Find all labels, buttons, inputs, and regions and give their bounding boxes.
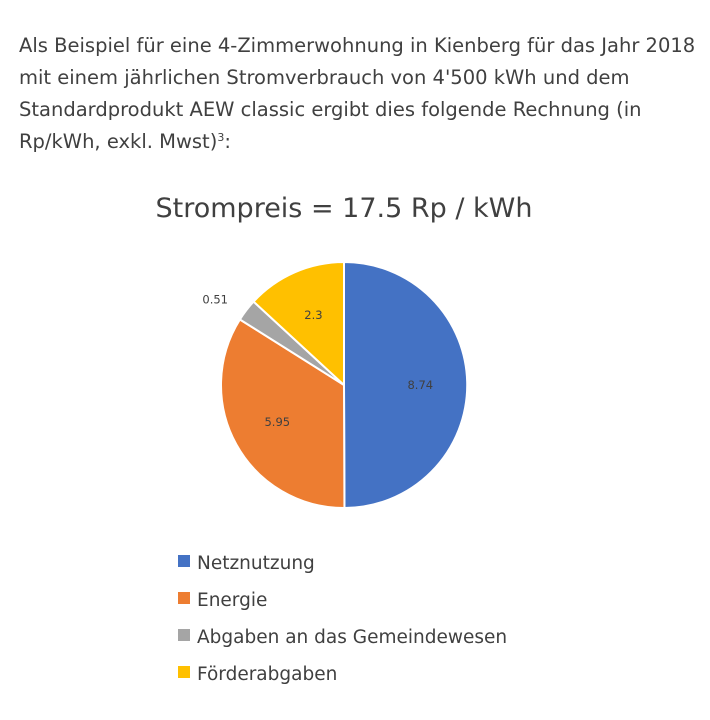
legend-label-abgaben-an-das-gemeindewesen: Abgaben an das Gemeindewesen: [197, 627, 507, 648]
legend-label-netznutzung: Netznutzung: [197, 553, 315, 574]
data-label-abgaben-an-das-gemeindewesen: 0.51: [202, 292, 228, 306]
legend-swatch-abgaben-an-das-gemeindewesen: [178, 629, 190, 641]
intro-suffix: :: [224, 130, 231, 153]
data-label-netznutzung: 8.74: [407, 378, 433, 392]
legend-swatch-foerderabgaben: [178, 666, 190, 678]
legend-label-energie: Energie: [197, 590, 267, 611]
legend: Netznutzung Energie Abgaben an das Gemeind…: [178, 553, 507, 685]
intro-text: Als Beispiel für eine 4-Zimmerwohnung in…: [19, 34, 696, 153]
chart-title: Strompreis = 17.5 Rp / kWh: [156, 193, 533, 224]
data-label-foerderabgaben: 2.3: [304, 308, 322, 322]
data-label-energie: 5.95: [264, 415, 290, 429]
data-labels: 8.74 5.95 0.51 2.3: [202, 292, 433, 429]
pie-slices: [220, 260, 469, 510]
legend-label-foerderabgaben: Förderabgaben: [197, 664, 337, 685]
intro-paragraph: Als Beispiel für eine 4-Zimmerwohnung in…: [19, 30, 699, 158]
pie-slice-foerderabgaben: [252, 261, 345, 386]
legend-swatch-netznutzung: [178, 555, 190, 567]
pie-slice-netznutzung: [343, 260, 469, 509]
footnote-marker: 3: [217, 131, 225, 144]
legend-swatch-energie: [178, 592, 190, 604]
